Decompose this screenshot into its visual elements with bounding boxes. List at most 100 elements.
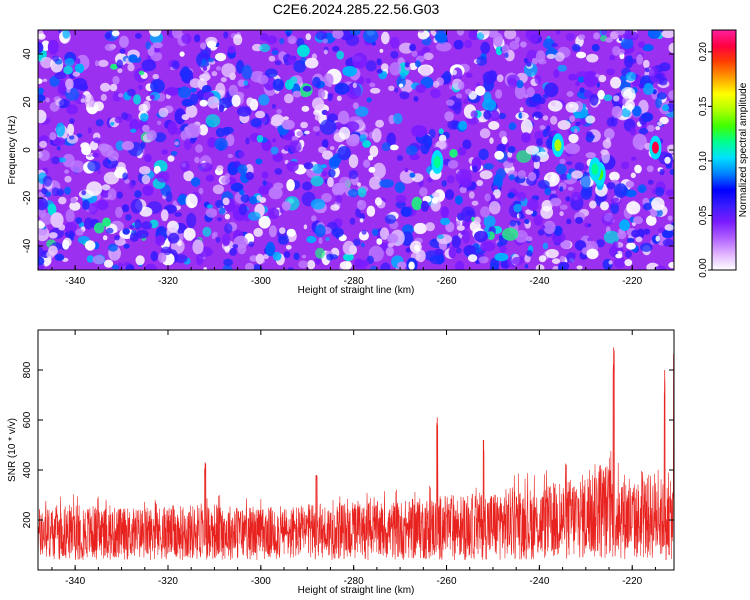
spectrogram-cell <box>105 32 112 40</box>
spectrogram-cell <box>205 208 218 218</box>
spectrogram-cell <box>283 251 291 259</box>
x-tick-label: -260 <box>437 276 457 287</box>
spectrogram-cell <box>409 240 422 254</box>
spectrogram-cell <box>129 182 135 189</box>
spectrogram-cell <box>98 59 109 67</box>
spectrogram-cell <box>621 87 636 99</box>
spectrogram-cell <box>332 45 340 52</box>
spectrogram-cell <box>612 241 619 249</box>
spectrogram-cell <box>253 227 263 237</box>
spectrogram-cell <box>411 125 427 138</box>
spectrogram-hotspot <box>651 141 659 154</box>
spectrogram-cell <box>289 140 302 153</box>
spectrogram-cell <box>559 186 564 192</box>
spectrogram-hotspot <box>591 163 599 176</box>
spectrogram-cell <box>357 187 367 198</box>
spectrogram-cell <box>425 222 435 232</box>
spectrogram-cell <box>267 207 280 219</box>
spectrogram-cell <box>211 232 216 240</box>
spectrogram-cell <box>567 186 574 191</box>
spectrogram-cell <box>419 65 432 77</box>
spectrogram-cell <box>64 186 71 195</box>
spectrogram-cell <box>346 134 360 147</box>
spectrogram-cell <box>478 148 489 160</box>
spectrogram-cell <box>323 49 328 55</box>
spectrogram-cell <box>571 191 582 201</box>
spectrogram-cell <box>655 186 665 197</box>
spectrogram-cell <box>227 153 233 158</box>
spectrogram-y-ticks: 40 20 0 -20 -40 <box>22 48 674 253</box>
spectrogram-cell <box>328 168 336 178</box>
spectrogram-cell <box>475 85 486 96</box>
spectrogram-cell <box>490 110 500 121</box>
spectrogram-cell <box>641 112 654 122</box>
spectrogram-cell <box>207 137 217 148</box>
spectrogram-cell <box>212 184 224 195</box>
spectrogram-cell <box>206 40 217 49</box>
spectrogram-cell <box>648 66 659 83</box>
spectrogram-cell <box>565 33 575 41</box>
spectrogram-cell <box>435 41 452 52</box>
spectrogram-cell <box>625 99 635 111</box>
spectrogram-cell <box>177 86 192 99</box>
spectrogram-cell <box>591 44 600 52</box>
spectrogram-cell <box>637 41 646 48</box>
spectrogram-cell <box>463 245 477 257</box>
spectrogram-cell <box>198 162 213 172</box>
spectrogram-cell <box>329 146 335 151</box>
spectrogram-cell <box>545 248 559 259</box>
spectrogram-cell <box>177 194 188 206</box>
spectrogram-cell <box>338 110 350 125</box>
spectrogram-cell <box>330 204 340 211</box>
spectrogram-cell <box>114 116 122 124</box>
spectrogram-cell <box>413 222 427 235</box>
spectrogram-cell <box>220 77 227 83</box>
y-tick-label: 200 <box>22 511 33 528</box>
spectrogram-cell <box>584 222 589 228</box>
spectrogram-cell <box>323 73 334 87</box>
spectrogram-cell <box>527 198 539 212</box>
spectrogram-cell <box>55 122 65 137</box>
x-tick-label: -300 <box>251 576 271 587</box>
spectrogram-cell <box>183 170 194 182</box>
spectrogram-cell <box>202 66 208 71</box>
spectrogram-cell <box>575 216 584 224</box>
spectrogram-cell <box>245 137 250 145</box>
spectrogram-cell <box>303 224 308 230</box>
spectrogram-cell <box>560 240 571 249</box>
spectrogram-cell <box>49 132 57 141</box>
spectrogram-cell <box>557 120 571 130</box>
spectrogram-cell <box>658 77 668 86</box>
spectrogram-cell <box>490 257 500 270</box>
spectrogram-cell <box>170 151 178 156</box>
spectrogram-cell <box>261 171 269 179</box>
spectrogram-cell <box>388 85 395 92</box>
spectrogram-cell <box>526 250 533 257</box>
spectrogram-cell <box>535 104 541 110</box>
spectrogram-cell <box>611 105 623 119</box>
spectrogram-cell <box>537 229 545 236</box>
spectrogram-cell <box>272 138 277 143</box>
spectrogram-cell <box>646 215 657 226</box>
spectrogram-cell <box>433 80 440 88</box>
snr-frame <box>37 329 675 571</box>
spectrogram-cell <box>631 229 640 238</box>
spectrogram-cell <box>455 93 463 99</box>
spectrogram-cell <box>125 264 135 270</box>
spectrogram-cell <box>48 232 58 239</box>
x-tick-label: -340 <box>65 276 85 287</box>
spectrogram-cell <box>111 264 120 270</box>
spectrogram-cell <box>598 74 607 83</box>
spectrogram-cell <box>571 170 583 179</box>
spectrogram-cell <box>559 158 566 165</box>
spectrogram-cell <box>519 107 524 112</box>
spectrogram-cell <box>63 65 73 75</box>
spectrogram-cell <box>223 258 234 266</box>
spectrogram-cell <box>618 37 623 41</box>
spectrogram-cell <box>405 145 418 156</box>
spectrogram-cell <box>104 259 114 268</box>
spectrogram-cell <box>441 180 447 187</box>
spectrogram-cell <box>136 229 149 239</box>
spectrogram-cell <box>361 229 367 235</box>
spectrogram-cell <box>221 63 236 78</box>
